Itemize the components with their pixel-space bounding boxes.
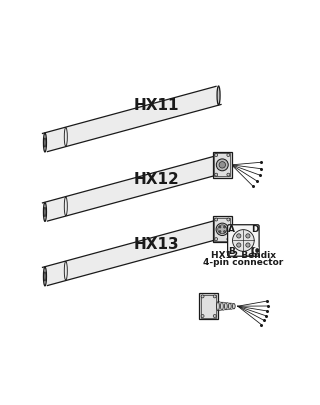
Ellipse shape — [217, 86, 220, 105]
Circle shape — [216, 223, 228, 236]
Bar — [214, 218, 230, 241]
Circle shape — [215, 218, 218, 221]
Circle shape — [246, 243, 250, 247]
Circle shape — [218, 225, 227, 234]
Circle shape — [219, 226, 221, 228]
Circle shape — [215, 173, 218, 176]
Circle shape — [219, 230, 221, 232]
Text: HX13: HX13 — [134, 237, 180, 252]
Bar — [214, 153, 230, 176]
Circle shape — [219, 162, 226, 168]
Circle shape — [227, 238, 230, 241]
FancyBboxPatch shape — [252, 247, 259, 254]
Circle shape — [227, 153, 230, 157]
Bar — [199, 293, 218, 319]
Circle shape — [215, 238, 218, 241]
Ellipse shape — [232, 303, 235, 309]
FancyBboxPatch shape — [228, 225, 259, 256]
Ellipse shape — [44, 207, 46, 217]
Bar — [213, 152, 232, 178]
Polygon shape — [43, 220, 221, 286]
Circle shape — [213, 315, 216, 318]
Ellipse shape — [44, 202, 46, 222]
Bar — [201, 295, 216, 318]
Text: A: A — [228, 225, 235, 234]
Ellipse shape — [220, 302, 223, 310]
Text: D: D — [252, 225, 259, 234]
Circle shape — [201, 295, 204, 298]
Text: 4-pin connector: 4-pin connector — [203, 258, 284, 267]
Text: HX12: HX12 — [134, 172, 180, 187]
Polygon shape — [43, 156, 221, 221]
Circle shape — [227, 173, 230, 176]
Circle shape — [227, 218, 230, 221]
Polygon shape — [43, 86, 221, 151]
Circle shape — [246, 234, 250, 238]
Text: C: C — [252, 247, 259, 256]
Ellipse shape — [44, 267, 46, 286]
Ellipse shape — [228, 303, 231, 309]
Ellipse shape — [44, 138, 46, 147]
Circle shape — [224, 230, 226, 232]
Text: B: B — [228, 247, 235, 256]
Circle shape — [201, 315, 204, 318]
Ellipse shape — [225, 303, 227, 310]
Circle shape — [213, 295, 216, 298]
Circle shape — [237, 243, 241, 247]
Ellipse shape — [44, 133, 46, 152]
Circle shape — [224, 226, 226, 228]
Text: HX11: HX11 — [134, 98, 179, 113]
Text: HX12 Bendix: HX12 Bendix — [211, 251, 276, 260]
Ellipse shape — [217, 302, 219, 311]
Circle shape — [216, 159, 228, 171]
Ellipse shape — [44, 272, 46, 281]
Circle shape — [233, 230, 254, 252]
Bar — [213, 216, 232, 242]
Circle shape — [237, 234, 241, 238]
Circle shape — [215, 153, 218, 157]
